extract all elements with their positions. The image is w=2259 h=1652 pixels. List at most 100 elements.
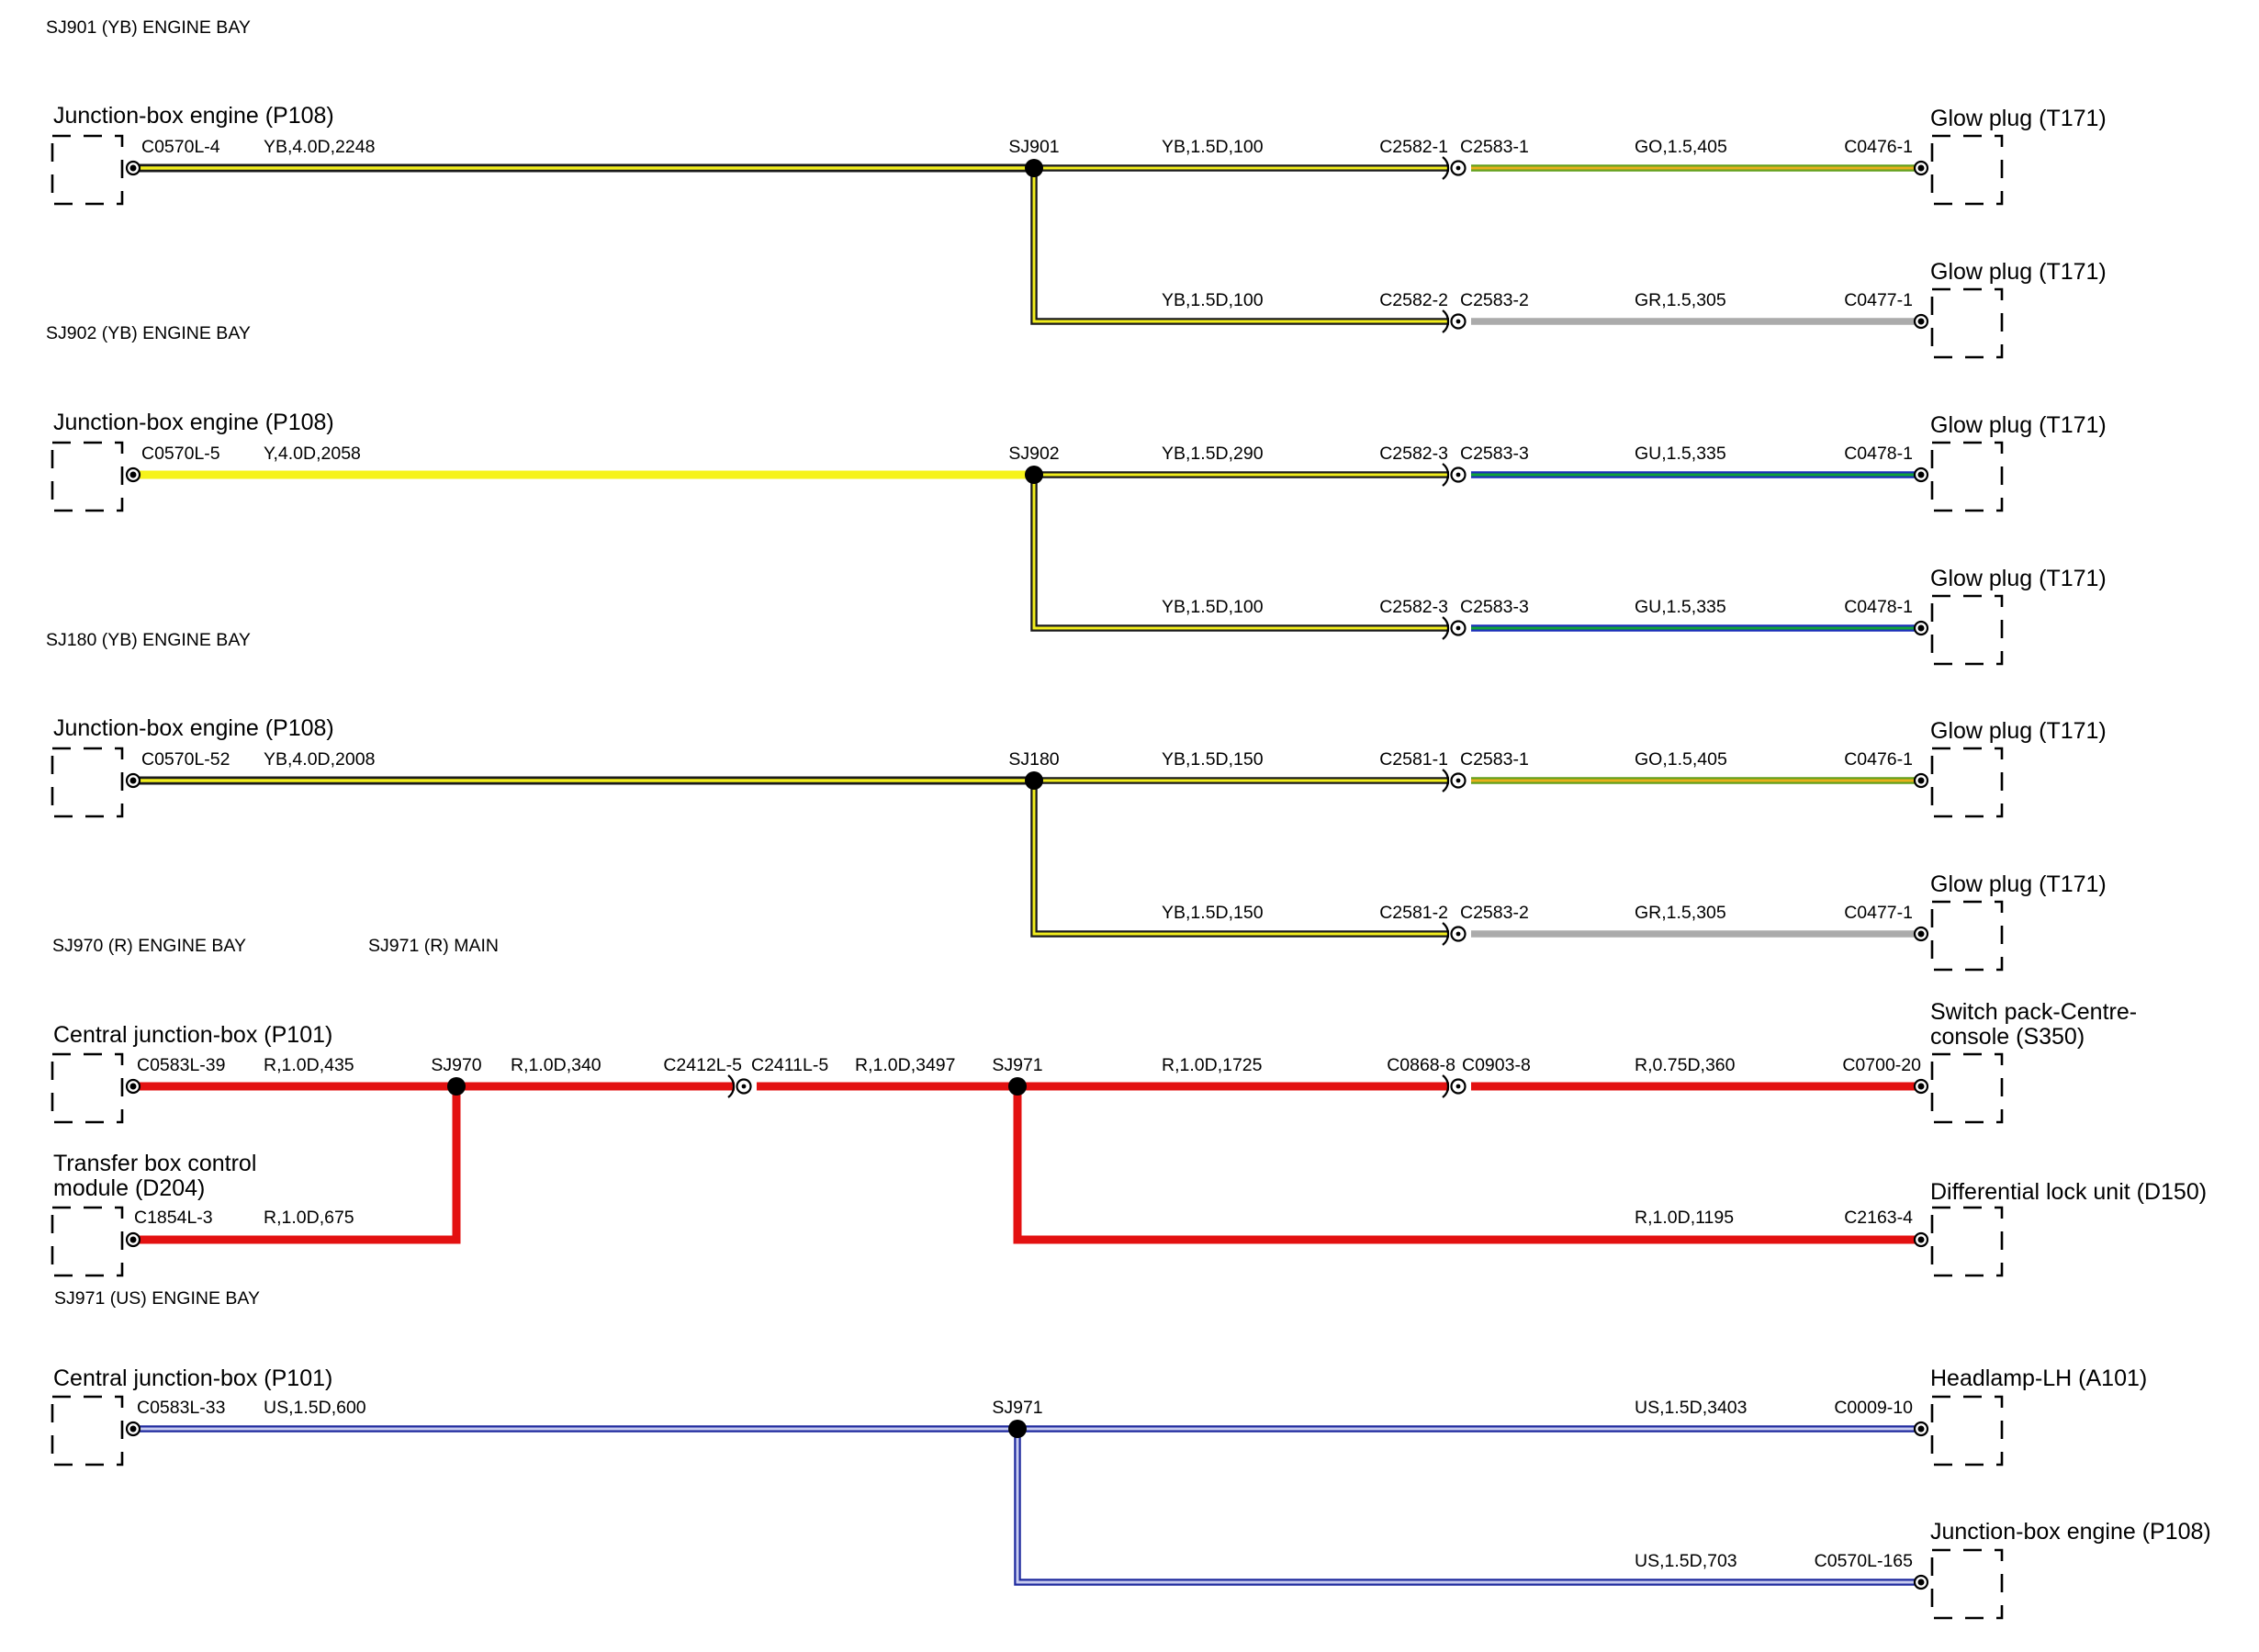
section-sj902-branch-2-component-box bbox=[1930, 594, 2004, 666]
section-sj902-branch-1-end-connector: C0478-1 bbox=[1844, 444, 1913, 464]
section-sj902-branch-1-component-box bbox=[1930, 441, 2004, 512]
blue-wire-branch-inner bbox=[1016, 1429, 1916, 1584]
section-sj902-branch-2-right-terminal bbox=[1913, 620, 1929, 636]
red-bottom-right-terminal bbox=[1913, 1231, 1929, 1248]
section-sj902-branch-2-mid-wire-label: YB,1.5D,100 bbox=[1162, 597, 1264, 617]
blue-left-box bbox=[51, 1395, 124, 1467]
section-sj180-branch-1-right-terminal bbox=[1913, 772, 1929, 789]
labels-layer: SJ901 (YB) ENGINE BAY Junction-box engine… bbox=[46, 17, 2211, 1571]
section-sj902-branch-1-component-name: Glow plug (T171) bbox=[1930, 412, 2107, 438]
section-sj901-branch-1-end-wire-label: GO,1.5,405 bbox=[1635, 137, 1727, 157]
red-top-right-name: console (S350) bbox=[1930, 1024, 2085, 1050]
section-sj180-branch-1-connector-left: C2581-1 bbox=[1379, 749, 1448, 770]
section-sj901-left-wire-label: YB,4.0D,2248 bbox=[264, 137, 375, 157]
section-sj902-left-connector: C0570L-5 bbox=[141, 444, 220, 464]
section-sj902-branch-2-end-wire-label: GU,1.5,335 bbox=[1635, 597, 1726, 617]
red-inline-connector-2 bbox=[1442, 1074, 1467, 1098]
blue-left-connector: C0583L-33 bbox=[137, 1398, 226, 1418]
red-splice-a-label: SJ970 bbox=[431, 1055, 481, 1075]
section-sj180-left-component-name: Junction-box engine (P108) bbox=[53, 715, 334, 741]
section-sj902-branch-2-connector-left: C2582-3 bbox=[1379, 597, 1448, 617]
section-sj901-left-terminal bbox=[125, 160, 141, 176]
red-header-right: SJ971 (R) MAIN bbox=[368, 936, 499, 956]
section-sj180-splice-label: SJ180 bbox=[1008, 749, 1059, 770]
section-sj901-branch-2-component-box bbox=[1930, 287, 2004, 359]
section-sj901-left-connector: C0570L-4 bbox=[141, 137, 220, 157]
section-sj902-branch-1-inline-connector bbox=[1442, 463, 1467, 487]
section-sj901-branch-1-end-connector: C0476-1 bbox=[1844, 137, 1913, 157]
section-sj901-branch-1-connector-left: C2582-1 bbox=[1379, 137, 1448, 157]
blue-top-right-terminal bbox=[1913, 1421, 1929, 1437]
section-sj901-branch-1-mid-wire-label: YB,1.5D,100 bbox=[1162, 137, 1264, 157]
red-splice-b-label: SJ971 bbox=[992, 1055, 1042, 1075]
section-sj901-branch-1-right-terminal bbox=[1913, 160, 1929, 176]
red-wire-a-label: R,1.0D,340 bbox=[511, 1055, 601, 1075]
red-bottom-right-box bbox=[1930, 1206, 2004, 1277]
blue-bottom-right-terminal bbox=[1913, 1574, 1929, 1590]
section-sj901-branch-2-end-wire-label: GR,1.5,305 bbox=[1635, 290, 1726, 310]
red-bottom-left-name: Transfer box control bbox=[53, 1151, 256, 1176]
section-sj901-splice-dot bbox=[1025, 159, 1043, 177]
section-sj180-branch-1-end-connector: C0476-1 bbox=[1844, 749, 1913, 770]
section-sj901-branch-1-component-name: Glow plug (T171) bbox=[1930, 106, 2107, 131]
section-sj901-branch-2-right-terminal bbox=[1913, 313, 1929, 330]
blue-splice-label: SJ971 bbox=[992, 1398, 1042, 1418]
section-sj902-branch-2-connector-right: C2583-3 bbox=[1460, 597, 1529, 617]
red-inline2-right: C0903-8 bbox=[1462, 1055, 1531, 1075]
red-top-right-terminal bbox=[1913, 1078, 1929, 1095]
blue-top-right-wire-label: US,1.5D,3403 bbox=[1635, 1398, 1748, 1418]
marks-layer bbox=[51, 134, 2004, 1620]
blue-bottom-right-name: Junction-box engine (P108) bbox=[1930, 1519, 2211, 1545]
section-sj901-branch-2-mid-wire-inner bbox=[1032, 168, 1449, 323]
red-bottom-left-connector: C1854L-3 bbox=[134, 1208, 213, 1228]
red-bottom-left-terminal bbox=[125, 1231, 141, 1248]
section-sj180-branch-2-mid-wire-inner bbox=[1032, 781, 1449, 936]
section-sj180-left-component-box bbox=[51, 747, 124, 818]
section-sj180-branch-2-end-wire-label: GR,1.5,305 bbox=[1635, 903, 1726, 923]
section-sj901-branch-1-inline-connector bbox=[1442, 156, 1467, 180]
section-sj901-branch-2-component-name: Glow plug (T171) bbox=[1930, 259, 2107, 285]
section-sj901-left-component-name: Junction-box engine (P108) bbox=[53, 103, 334, 129]
blue-wire-branch-outer bbox=[1014, 1429, 1916, 1586]
red-wire-b-label: R,1.0D,3497 bbox=[855, 1055, 956, 1075]
red-splice-a-dot bbox=[447, 1077, 466, 1096]
red-inline-left: C2412L-5 bbox=[663, 1055, 742, 1075]
red-top-right-connector: C0700-20 bbox=[1842, 1055, 1921, 1075]
section-sj902-branch-1-end-wire-label: GU,1.5,335 bbox=[1635, 444, 1726, 464]
red-splice-b-dot bbox=[1008, 1077, 1027, 1096]
section-sj902-splice-label: SJ902 bbox=[1008, 444, 1059, 464]
section-sj901-header: SJ901 (YB) ENGINE BAY bbox=[46, 17, 251, 38]
blue-splice-dot bbox=[1008, 1420, 1027, 1438]
blue-bottom-right-connector: C0570L-165 bbox=[1815, 1551, 1913, 1571]
section-sj180-left-terminal bbox=[125, 772, 141, 789]
section-sj180-header: SJ180 (YB) ENGINE BAY bbox=[46, 630, 251, 650]
section-sj180-branch-1-component-box bbox=[1930, 747, 2004, 818]
section-sj901-branch-1-connector-right: C2583-1 bbox=[1460, 137, 1529, 157]
red-inline2-left: C0868-8 bbox=[1387, 1055, 1455, 1075]
blue-header: SJ971 (US) ENGINE BAY bbox=[54, 1288, 260, 1309]
section-sj901-branch-2-end-connector: C0477-1 bbox=[1844, 290, 1913, 310]
section-sj901-branch-2-mid-wire-label: YB,1.5D,100 bbox=[1162, 290, 1264, 310]
section-sj902-splice-dot bbox=[1025, 466, 1043, 484]
section-sj902-header: SJ902 (YB) ENGINE BAY bbox=[46, 323, 251, 343]
section-sj901-branch-2-inline-connector bbox=[1442, 309, 1467, 333]
red-header-left: SJ970 (R) ENGINE BAY bbox=[52, 936, 246, 956]
section-sj180-left-connector: C0570L-52 bbox=[141, 749, 230, 770]
red-bottom-left-box bbox=[51, 1206, 124, 1277]
section-sj180-branch-2-component-box bbox=[1930, 900, 2004, 972]
section-sj901-branch-2-connector-right: C2583-2 bbox=[1460, 290, 1529, 310]
red-bottom-right-name: Differential lock unit (D150) bbox=[1930, 1179, 2207, 1205]
section-sj902-left-terminal bbox=[125, 466, 141, 483]
blue-top-right-connector: C0009-10 bbox=[1834, 1398, 1913, 1418]
section-sj902-branch-2-component-name: Glow plug (T171) bbox=[1930, 566, 2107, 591]
section-sj902-branch-1-mid-wire-label: YB,1.5D,290 bbox=[1162, 444, 1264, 464]
section-sj901-left-component-box bbox=[51, 134, 124, 206]
section-sj902-branch-2-end-connector: C0478-1 bbox=[1844, 597, 1913, 617]
section-sj180-branch-1-end-wire-label: GO,1.5,405 bbox=[1635, 749, 1727, 770]
red-wire-diff-outer bbox=[1013, 1086, 1916, 1244]
section-sj180-branch-1-mid-wire-label: YB,1.5D,150 bbox=[1162, 749, 1264, 770]
section-sj902-branch-1-connector-right: C2583-3 bbox=[1460, 444, 1529, 464]
section-sj180-branch-2-right-terminal bbox=[1913, 926, 1929, 942]
section-sj180-branch-2-end-connector: C0477-1 bbox=[1844, 903, 1913, 923]
